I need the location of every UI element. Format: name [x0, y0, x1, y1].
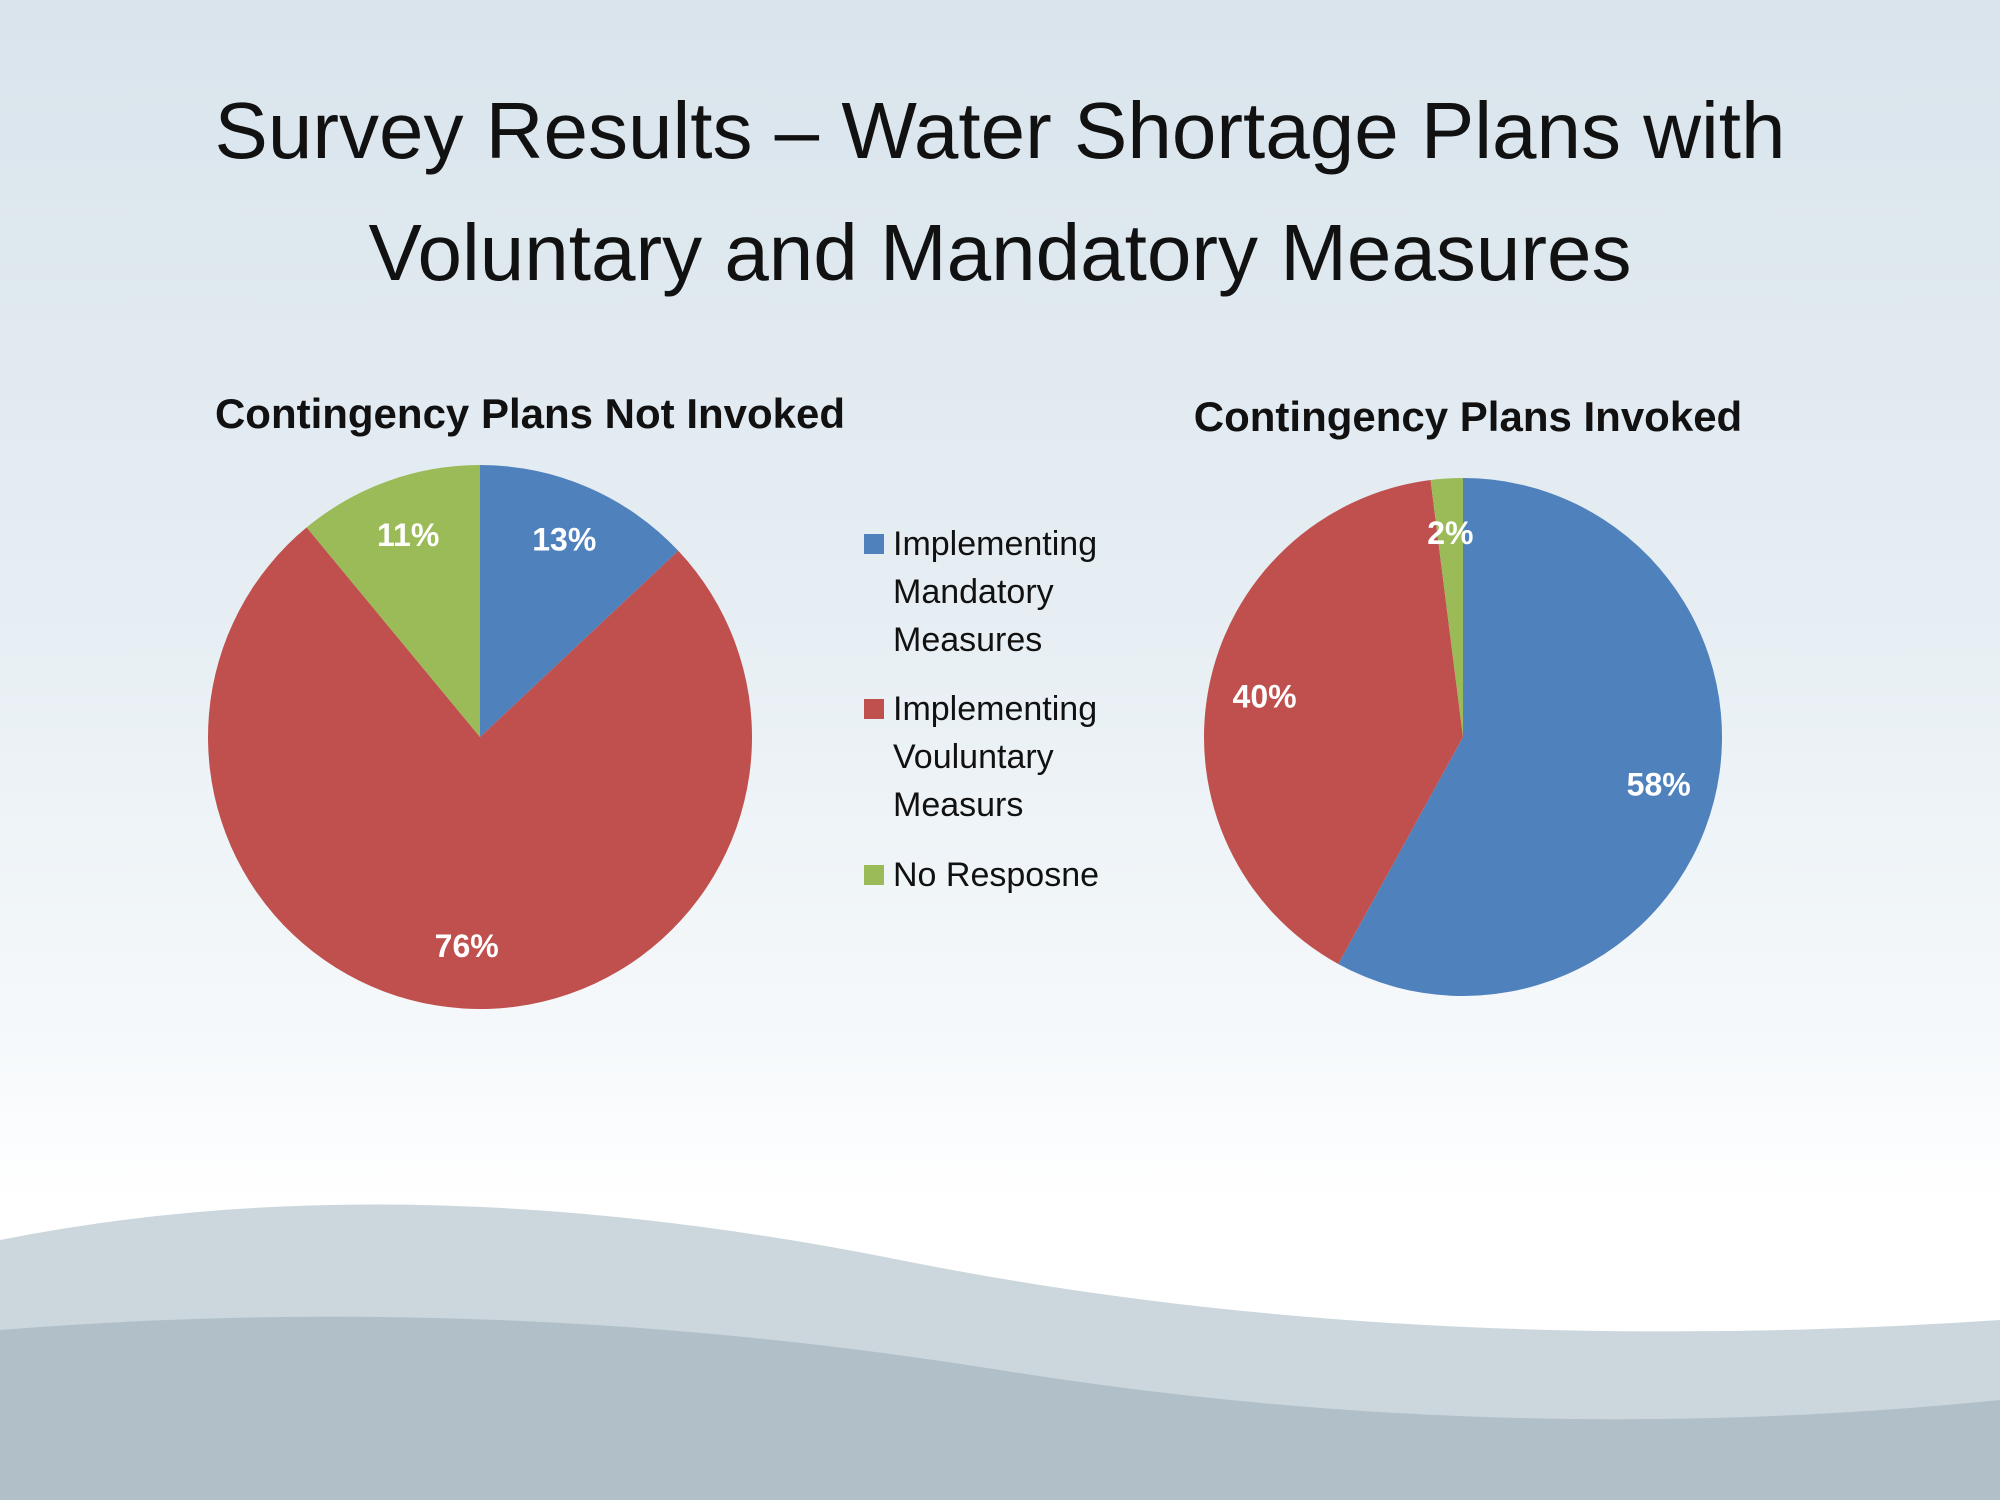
chart-title: Contingency Plans Not Invoked: [215, 390, 845, 437]
value-label: 40%: [1233, 679, 1297, 715]
value-label: 2%: [1427, 515, 1473, 551]
chart-title: Contingency Plans Invoked: [1194, 393, 1742, 440]
value-label: 76%: [435, 928, 499, 964]
legend-swatch: [864, 699, 884, 719]
legend-label: No Resposne: [893, 856, 1100, 894]
value-label: 13%: [532, 522, 596, 558]
slide-title: Survey Results – Water Shortage Plans wi…: [214, 86, 1786, 297]
legend-label: Implementing Mandatory Measures: [893, 525, 1098, 659]
legend-swatch: [864, 534, 884, 554]
value-label: 11%: [377, 517, 439, 553]
pie-slice: [480, 465, 679, 737]
value-label: 58%: [1627, 767, 1691, 803]
pie-slice: [306, 465, 480, 737]
legend-swatch: [864, 865, 884, 885]
pie-slice: [1430, 478, 1463, 737]
legend-label: Implementing Vouluntary Measurs: [893, 690, 1098, 824]
pie-slice: [208, 527, 753, 1010]
pie-slice: [1203, 480, 1463, 964]
pie-slice: [1338, 478, 1722, 997]
background-water: [0, 1316, 2000, 1500]
